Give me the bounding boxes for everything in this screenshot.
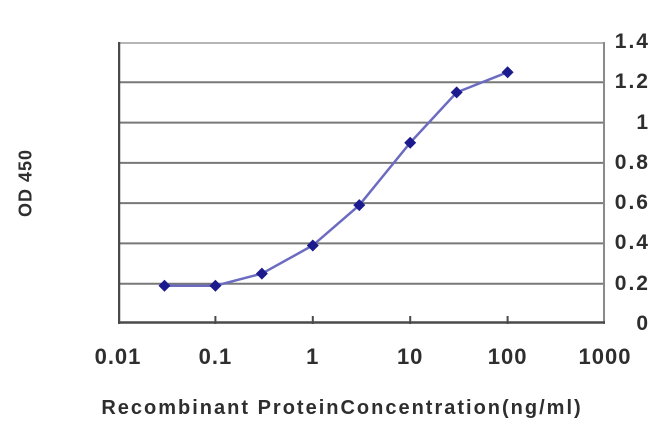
data-point-marker-0.3 xyxy=(255,267,268,280)
data-point-marker-3 xyxy=(353,199,366,212)
series-line xyxy=(164,71,509,287)
line-chart-canvas xyxy=(118,42,605,324)
data-point-marker-0.03 xyxy=(158,279,171,292)
plot-area xyxy=(118,42,605,324)
y-axis-title: OD 450 xyxy=(15,148,36,218)
x-tick-label-1000: 1000 xyxy=(578,344,632,369)
data-point-marker-100 xyxy=(501,66,514,79)
data-point-marker-0.1 xyxy=(209,279,222,292)
data-point-marker-1 xyxy=(306,239,319,252)
x-tick-label-1: 1 xyxy=(306,344,320,369)
x-tick-label-0.1: 0.1 xyxy=(198,344,233,369)
x-axis-title: Recombinant ProteinConcentration(ng/ml) xyxy=(101,397,583,419)
data-point-marker-10 xyxy=(404,136,417,149)
data-point-marker-30 xyxy=(450,86,463,99)
x-tick-label-100: 100 xyxy=(487,344,528,369)
x-tick-label-0.01: 0.01 xyxy=(94,344,142,369)
x-tick-label-10: 10 xyxy=(396,344,424,369)
